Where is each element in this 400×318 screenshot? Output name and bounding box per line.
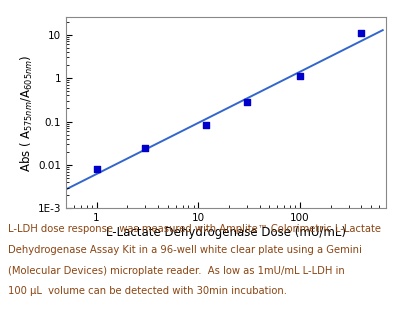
X-axis label: L-Lactate Dehydrogenase Dose (mU/mL): L-Lactate Dehydrogenase Dose (mU/mL) xyxy=(106,226,346,239)
Point xyxy=(94,167,100,172)
Point xyxy=(203,123,210,128)
Point xyxy=(358,31,364,36)
Point xyxy=(297,74,303,79)
Point xyxy=(142,145,148,150)
Point xyxy=(244,100,250,105)
Text: Dehydrogenase Assay Kit in a 96-well white clear plate using a Gemini: Dehydrogenase Assay Kit in a 96-well whi… xyxy=(8,245,362,255)
Text: L-LDH dose response  was measured with Amplite™ Colorimetric L-Lactate: L-LDH dose response was measured with Am… xyxy=(8,224,381,234)
Y-axis label: Abs ( A$_{575nm}$/A$_{605nm}$): Abs ( A$_{575nm}$/A$_{605nm}$) xyxy=(19,54,35,172)
Text: 100 μL  volume can be detected with 30min incubation.: 100 μL volume can be detected with 30min… xyxy=(8,286,287,296)
Text: (Molecular Devices) microplate reader.  As low as 1mU/mL L-LDH in: (Molecular Devices) microplate reader. A… xyxy=(8,266,345,275)
